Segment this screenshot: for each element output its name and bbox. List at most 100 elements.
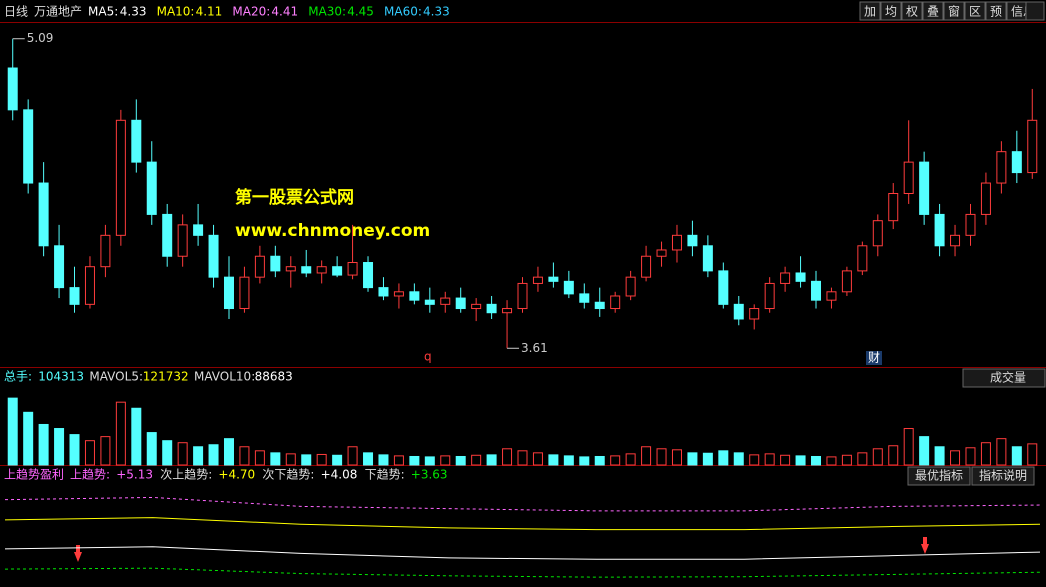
header-value: 4.33 xyxy=(423,5,450,19)
volume-bar xyxy=(239,446,250,466)
volume-bar xyxy=(1027,443,1038,466)
candle-body xyxy=(162,213,173,257)
volume-bar xyxy=(285,453,296,466)
volume-bar xyxy=(301,454,312,466)
candle-body xyxy=(625,276,636,297)
header-label: MA10: xyxy=(157,5,195,19)
volume-bar xyxy=(548,454,559,466)
signal-arrow xyxy=(921,537,929,554)
toolbar-button[interactable] xyxy=(901,1,923,21)
close-button[interactable] xyxy=(1025,1,1045,21)
volume-bar xyxy=(795,455,806,466)
header-value: 4.33 xyxy=(120,5,147,19)
candle-body xyxy=(996,151,1007,184)
volume-bar xyxy=(841,454,852,466)
volume-bar xyxy=(54,428,65,466)
header-label: MA20: xyxy=(232,5,270,19)
toolbar-button-label[interactable]: 权 xyxy=(906,5,918,19)
toolbar-button-label[interactable]: 加 xyxy=(864,5,876,19)
candle-body xyxy=(965,213,976,236)
volume-bar xyxy=(254,450,265,466)
volume-bar xyxy=(440,455,451,466)
stock-name: 万通地产 xyxy=(34,5,82,19)
candle-body xyxy=(239,276,250,310)
header-value: 121732 xyxy=(143,370,189,384)
toolbar-button-label[interactable]: 预 xyxy=(990,5,1002,19)
header-label: 次下趋势: xyxy=(262,468,314,482)
candle-body xyxy=(934,213,945,247)
candle-body xyxy=(1011,151,1022,174)
candle-body xyxy=(440,297,451,305)
header-label: 上趋势: xyxy=(70,468,110,482)
volume-bar xyxy=(208,444,219,466)
volume-bar xyxy=(378,454,389,466)
toolbar-button-label[interactable]: 窗 xyxy=(948,5,960,19)
indicator-button-label[interactable]: 最优指标 xyxy=(915,468,963,483)
toolbar-button[interactable] xyxy=(880,1,902,21)
volume-bar xyxy=(671,449,682,466)
candle-body xyxy=(254,255,265,278)
volume-bar xyxy=(826,456,837,466)
volume-bar xyxy=(965,447,976,466)
indicator-button[interactable] xyxy=(971,466,1035,486)
candle-body xyxy=(780,272,791,284)
candle-body xyxy=(455,297,466,310)
candle-body xyxy=(594,301,605,310)
candle-body xyxy=(363,262,374,289)
candle-body xyxy=(38,182,49,247)
candle-body xyxy=(131,119,142,163)
volume-bar xyxy=(69,434,80,466)
candle-body xyxy=(193,224,204,236)
volume-bar xyxy=(424,456,435,466)
indicator-selector[interactable] xyxy=(962,368,1046,388)
volume-bar xyxy=(471,454,482,466)
candle-body xyxy=(409,291,420,301)
volume-bar xyxy=(996,438,1007,466)
candle-body xyxy=(903,161,914,195)
toolbar-button[interactable] xyxy=(922,1,944,21)
watermark: www.chnmoney.com xyxy=(235,221,430,241)
indicator-button-label[interactable]: 指标说明 xyxy=(979,468,1027,483)
volume-bar xyxy=(455,455,466,466)
toolbar-button[interactable] xyxy=(943,1,965,21)
volume-bar xyxy=(888,445,899,466)
candle-body xyxy=(733,303,744,320)
header-label: MA5: xyxy=(88,5,118,19)
toolbar-button[interactable] xyxy=(859,1,881,21)
indicator-selector-label[interactable]: 成交量 xyxy=(990,370,1026,385)
toolbar-button-label[interactable]: 区 xyxy=(969,5,981,19)
candle-body xyxy=(610,295,621,310)
toolbar-button-label[interactable]: 叠 xyxy=(927,5,939,19)
volume-bar xyxy=(193,446,204,466)
candle-body xyxy=(795,272,806,282)
candle-body xyxy=(1027,119,1038,174)
header-value: 4.41 xyxy=(271,5,298,19)
volume-bar xyxy=(702,452,713,466)
volume-bar xyxy=(718,450,729,466)
toolbar-button[interactable] xyxy=(964,1,986,21)
candle-body xyxy=(563,280,574,295)
header-label: 次上趋势: xyxy=(160,468,212,482)
volume-bar xyxy=(363,452,374,466)
candle-body xyxy=(486,303,497,314)
volume-bar xyxy=(517,450,528,466)
marker-cai[interactable]: 财 xyxy=(868,351,880,365)
indicator-button[interactable] xyxy=(907,466,971,486)
candle-body xyxy=(69,287,80,305)
candle-body xyxy=(54,245,65,289)
candle-body xyxy=(919,161,930,215)
period[interactable]: 日线 xyxy=(4,5,28,19)
candle-body xyxy=(718,270,729,305)
toolbar-button-label[interactable]: 均 xyxy=(885,5,897,19)
volume-bar xyxy=(733,452,744,466)
candle-body xyxy=(656,249,667,257)
volume-bar xyxy=(872,448,883,466)
toolbar-button[interactable] xyxy=(985,1,1007,21)
volume-bar xyxy=(857,452,868,466)
candle-body xyxy=(146,161,157,215)
candle-body xyxy=(223,276,234,310)
volume-bar xyxy=(563,455,574,466)
candle-body xyxy=(641,255,652,278)
